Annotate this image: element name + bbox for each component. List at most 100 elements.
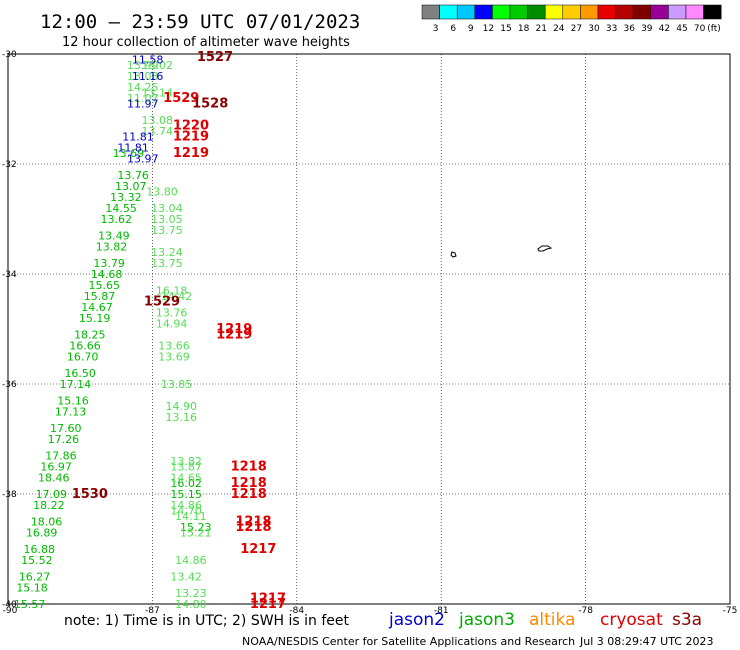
altika-data-label: 13.05	[151, 213, 183, 226]
altika-data-label: 13.08	[127, 70, 159, 83]
jason3-data-label: 15.57	[14, 598, 46, 611]
color-scale-swatch	[492, 4, 511, 20]
altika-data-label: 14.42	[161, 290, 193, 303]
color-scale-label: 45	[676, 24, 687, 34]
cryosat-data-label: 1219	[216, 322, 252, 337]
altika-data-label: 14.86	[175, 554, 207, 567]
jason3-data-label: 15.52	[21, 554, 53, 567]
satellite-legend: jason2 jason3 altika cryosat s3a	[388, 610, 702, 630]
cryosat-data-label: 1219	[173, 146, 209, 161]
y-tick-label: -32	[2, 160, 17, 170]
color-scale-label: 39	[641, 24, 653, 34]
x-tick-label: -81	[434, 606, 449, 616]
altika-data-label: 14.94	[156, 318, 188, 331]
jason3-data-label: 15.65	[89, 279, 121, 292]
altika-data-label: 14.86	[170, 499, 202, 512]
color-scale-label: 6	[450, 24, 456, 34]
altika-data-label: 13.66	[158, 340, 190, 353]
altika-data-label: 13.04	[151, 202, 183, 215]
altika-data-label: 13.85	[161, 378, 193, 391]
jason3-data-label: 17.09	[36, 488, 68, 501]
color-scale-label: 42	[659, 24, 670, 34]
color-scale-swatch	[474, 4, 493, 20]
jason3-data-label: 14.67	[81, 301, 113, 314]
legend-entry-jason2: jason2	[388, 610, 445, 630]
wave-height-labels: 13.6913.7613.0713.3214.5513.6213.4913.82…	[14, 50, 286, 612]
color-scale-swatch	[456, 4, 476, 20]
cryosat-data-label: 1218	[235, 520, 271, 535]
jason3-data-label: 18.46	[38, 472, 70, 485]
jason2-data-label: 11.58	[132, 54, 164, 67]
y-tick-label: -30	[2, 50, 17, 60]
y-tick-label: -36	[2, 380, 17, 390]
footer-timestamp: Jul 3 08:29:47 UTC 2023	[579, 635, 713, 648]
jason3-data-label: 13.62	[101, 213, 133, 226]
chart-subtitle: 12 hour collection of altimeter wave hei…	[62, 35, 350, 50]
legend-entry-s3a: s3a	[672, 610, 702, 630]
altika-data-label: 13.08	[141, 114, 173, 127]
jason3-data-label: 13.07	[115, 180, 147, 193]
jason3-data-label: 14.68	[91, 268, 123, 281]
jason3-data-label: 13.49	[98, 230, 130, 243]
jason3-data-label: 15.19	[79, 312, 111, 325]
altika-data-label: 13.14	[141, 87, 173, 100]
jason3-data-label: 18.22	[33, 499, 65, 512]
altika-data-label: 14.80	[175, 598, 207, 611]
jason3-data-label: 18.25	[74, 329, 106, 342]
jason3-data-label: 17.60	[50, 422, 82, 435]
cryosat-data-label: 1529	[163, 91, 199, 106]
color-scale-label: 36	[623, 24, 635, 34]
jason3-data-label: 16.02	[170, 477, 202, 490]
jason3-data-label: 13.76	[117, 169, 149, 182]
jason3-data-label: 17.14	[60, 378, 92, 391]
jason3-data-label: 16.27	[19, 571, 51, 584]
altika-data-label: 14.90	[166, 400, 198, 413]
altika-data-label: 13.99	[127, 59, 159, 72]
color-scale-swatch	[439, 4, 458, 20]
footer-credit: NOAA/NESDIS Center for Satellite Applica…	[242, 635, 575, 648]
x-tick-label: -84	[289, 606, 304, 616]
y-tick-label: -38	[2, 490, 17, 500]
cryosat-data-label: 1219	[216, 328, 252, 343]
altika-data-label: 13.76	[156, 307, 188, 320]
cryosat-data-label: 1217	[250, 597, 286, 612]
chart-title: 12:00 — 23:59 UTC 07/01/2023	[40, 11, 360, 33]
color-scale-swatch	[685, 4, 704, 20]
altika-data-label: 13.82	[170, 455, 202, 468]
jason3-data-label: 13.32	[110, 191, 142, 204]
jason3-data-label: 16.50	[64, 367, 96, 380]
cryosat-data-label: 1218	[231, 460, 267, 475]
jason3-data-label: 13.69	[113, 147, 145, 160]
color-scale-label: 18	[518, 24, 530, 34]
jason3-data-label: 16.88	[24, 543, 56, 556]
jason3-data-label: 17.13	[55, 406, 87, 419]
legend-entry-cryosat: cryosat	[600, 610, 663, 630]
color-scale-legend: 3 6 9 12 15 18 21 24 27 30 33 36 39 42 45 70 (ft)	[421, 4, 722, 34]
altika-data-label: 13.80	[146, 186, 178, 199]
jason3-data-label: 16.70	[67, 351, 99, 364]
altika-data-label: 16.18	[156, 285, 188, 298]
legend-entry-jason3: jason3	[458, 610, 515, 630]
jason3-data-label: 15.87	[84, 290, 116, 303]
jason3-data-label: 16.89	[26, 527, 58, 540]
altika-data-label: 13.75	[151, 224, 183, 237]
altika-data-label: 13.24	[151, 246, 183, 259]
color-scale-unit: (ft)	[707, 24, 721, 34]
cryosat-data-label: 1218	[231, 487, 267, 502]
cryosat-data-label: 1217	[250, 592, 286, 607]
color-scale-swatch	[527, 4, 546, 20]
color-scale-label: 12	[483, 24, 494, 34]
color-scale-swatch	[703, 4, 722, 20]
altika-data-label: 13.69	[158, 351, 190, 364]
altika-data-label: 14.70	[170, 505, 202, 518]
s3a-data-label: 1529	[144, 295, 180, 310]
island-shape	[537, 245, 553, 252]
altika-data-label: 14.11	[175, 510, 207, 523]
plot-frame	[7, 53, 731, 605]
island-shape	[450, 251, 457, 258]
s3a-data-label: 1527	[197, 50, 233, 65]
color-scale-label: 21	[535, 24, 546, 34]
color-scale-swatch	[632, 4, 652, 20]
color-scale-swatch	[650, 4, 669, 20]
